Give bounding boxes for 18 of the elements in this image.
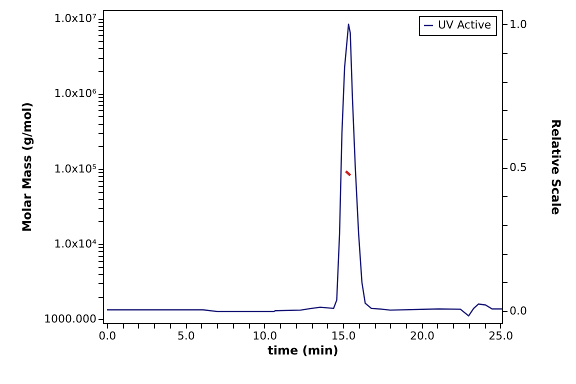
y-tick-label: 1.0x10⁵ <box>54 162 96 176</box>
x-tick-label: 20.0 <box>410 330 434 342</box>
x-tick-label: 25.0 <box>488 330 514 342</box>
x-tick-label: 15.0 <box>331 330 356 342</box>
y-tick-label: 1.0x10⁷ <box>54 12 96 26</box>
x-axis-title: time (min) <box>268 344 338 358</box>
y-tick-label: 1.0x10⁶ <box>54 87 98 100</box>
x-tick-label: 0.0 <box>98 330 116 342</box>
legend-label: UV Active <box>438 18 492 32</box>
y2-tick-label: 1.0 <box>510 18 527 31</box>
y-tick-label: 1.0x10⁴ <box>54 238 98 251</box>
x-tick-label: 5.0 <box>177 330 195 342</box>
y-tick-label: 1000.000 <box>44 312 96 326</box>
y-axis-title: Molar Mass (g/mol) <box>20 102 34 232</box>
y2-axis-title: Relative Scale <box>548 119 563 215</box>
x-tick-label: 10.0 <box>252 330 278 342</box>
y2-tick-label: 0.0 <box>510 304 527 318</box>
y2-tick-label: 0.5 <box>510 161 527 174</box>
